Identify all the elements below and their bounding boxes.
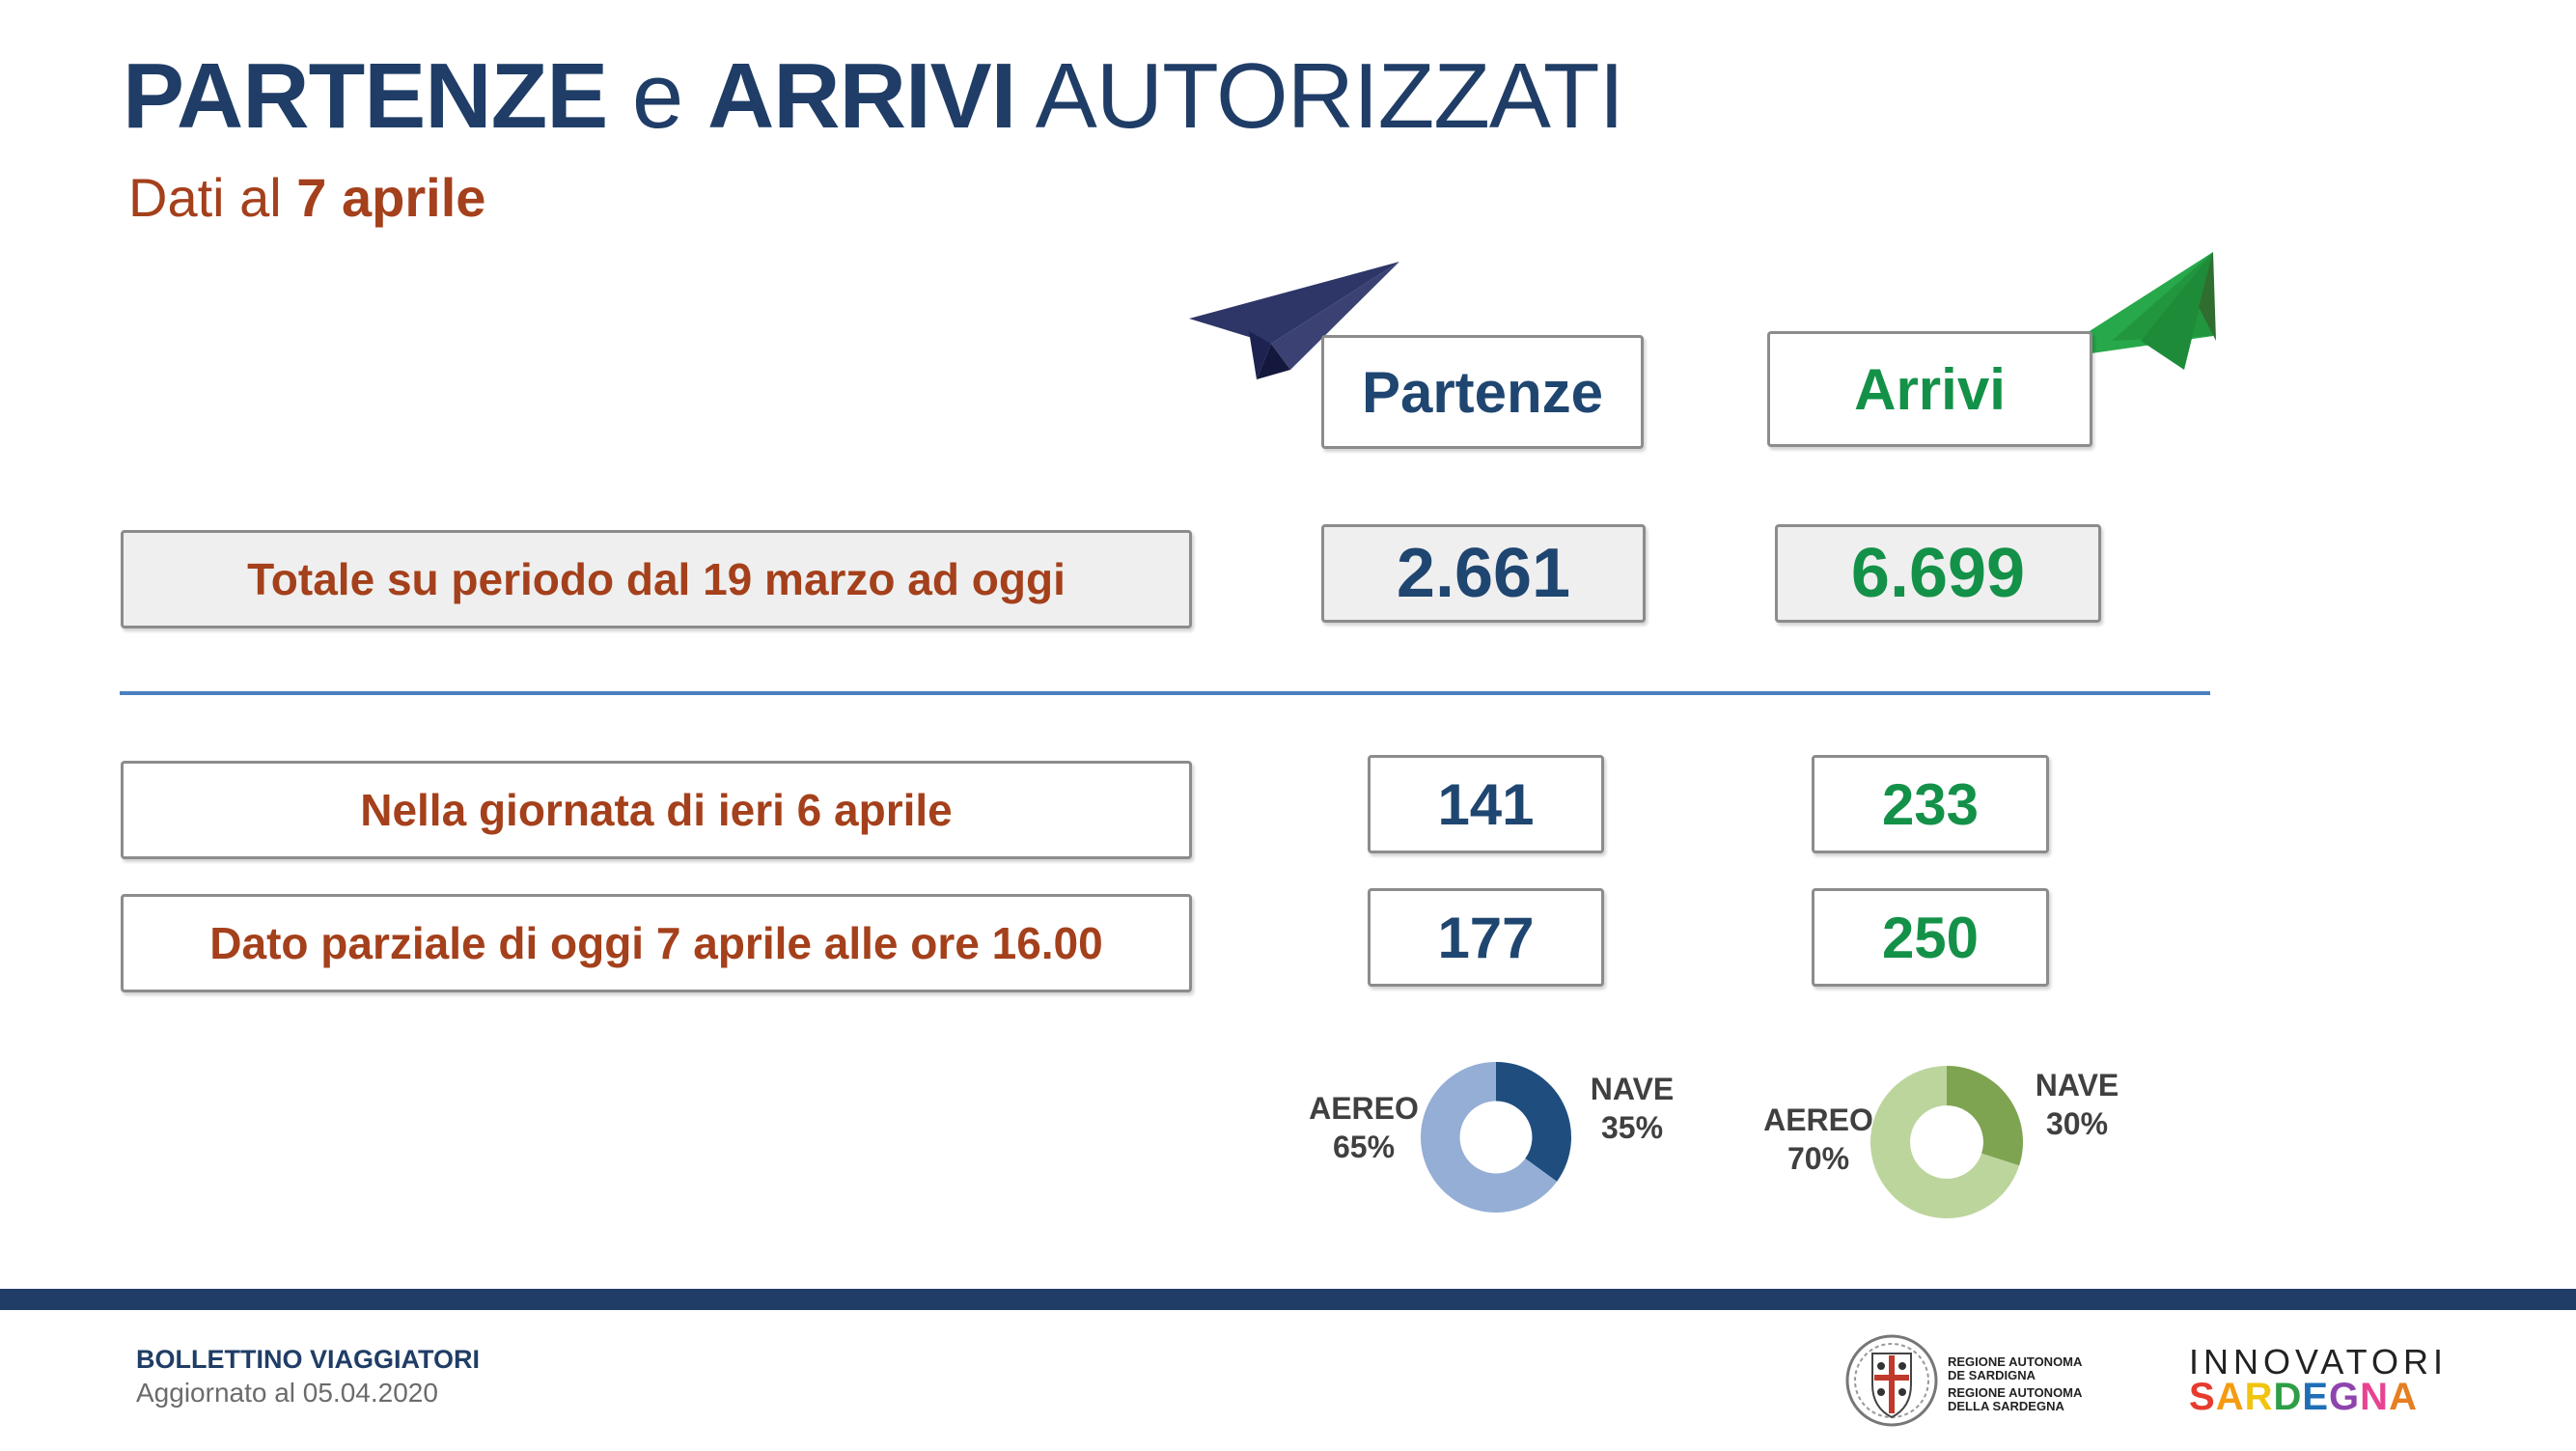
title-arrivi: ARRIVI: [706, 44, 1016, 148]
footer-bar: [0, 1289, 2576, 1310]
title-connector: e: [607, 44, 707, 148]
sardegna-letter: R: [2244, 1376, 2274, 1418]
donut-slice-nave: [1947, 1066, 2023, 1166]
donut-label-nave: NAVE 35%: [1565, 1070, 1700, 1147]
page-title: PARTENZE e ARRIVI AUTORIZZATI: [123, 50, 1624, 143]
regione-crest-icon: [1845, 1334, 1938, 1427]
paper-plane-icon: [1189, 262, 1399, 379]
sardegna-letter: N: [2360, 1376, 2390, 1418]
legend-aereo-name: AEREO: [1309, 1091, 1419, 1126]
sardegna-letter: E: [2302, 1376, 2330, 1418]
sardegna-letter: S: [2189, 1376, 2216, 1418]
value-ieri-arrivi: 233: [1812, 755, 2049, 853]
legend-nave-name: NAVE: [1590, 1072, 1675, 1106]
value-totale-partenze: 2.661: [1321, 524, 1646, 623]
sardegna-letter: A: [2389, 1376, 2418, 1418]
sardegna-letter: G: [2329, 1376, 2361, 1418]
sardegna-letter: A: [2215, 1376, 2245, 1418]
regione-text: REGIONE AUTONOMA DE SARDIGNA REGIONE AUT…: [1948, 1355, 2082, 1413]
value-totale-arrivi: 6.699: [1775, 524, 2101, 623]
footer-bollettino: BOLLETTINO VIAGGIATORI: [136, 1345, 480, 1374]
regione-line: DE SARDIGNA: [1948, 1368, 2036, 1382]
regione-line: DELLA SARDEGNA: [1948, 1399, 2064, 1413]
footer-aggiornato: Aggiornato al 05.04.2020: [136, 1378, 438, 1408]
value-ieri-partenze: 141: [1368, 755, 1604, 853]
column-header-arrivi: Arrivi: [1767, 331, 2092, 447]
donut-label-aereo: AEREO 65%: [1296, 1089, 1431, 1166]
row-label-oggi: Dato parziale di oggi 7 aprile alle ore …: [121, 894, 1192, 992]
regione-line: REGIONE AUTONOMA: [1948, 1385, 2083, 1400]
page-subtitle: Dati al 7 aprile: [128, 166, 485, 229]
regione-line: REGIONE AUTONOMA: [1948, 1354, 2083, 1369]
row-label-totale: Totale su periodo dal 19 marzo ad oggi: [121, 530, 1192, 628]
title-partenze: PARTENZE: [123, 44, 608, 148]
section-divider: [120, 691, 2210, 695]
donut-slice-nave: [1496, 1062, 1571, 1182]
legend-aereo-name: AEREO: [1763, 1102, 1873, 1137]
row-label-ieri: Nella giornata di ieri 6 aprile: [121, 761, 1192, 859]
legend-nave-value: 35%: [1600, 1110, 1664, 1145]
value-oggi-partenze: 177: [1368, 888, 1604, 987]
donut-slice-aereo: [1870, 1066, 2020, 1218]
donut-chart-partenze: [1421, 1062, 1571, 1213]
sardegna-logo-text: SARDEGNA: [2189, 1376, 2418, 1419]
legend-nave-value: 30%: [2045, 1106, 2109, 1141]
legend-aereo-value: 65%: [1332, 1130, 1396, 1164]
title-autorizzati: AUTORIZZATI: [1015, 44, 1624, 148]
sardegna-letter: D: [2273, 1376, 2303, 1418]
subtitle-prefix: Dati al: [128, 167, 297, 228]
legend-aereo-value: 70%: [1787, 1141, 1850, 1176]
innovatori-logo-text: INNOVATORI: [2189, 1342, 2449, 1381]
column-header-partenze: Partenze: [1321, 335, 1644, 449]
value-oggi-arrivi: 250: [1812, 888, 2049, 987]
donut-slice-aereo: [1421, 1062, 1558, 1213]
donut-label-aereo: AEREO 70%: [1751, 1101, 1886, 1178]
subtitle-date: 7 aprile: [296, 167, 486, 228]
legend-nave-name: NAVE: [2035, 1068, 2119, 1102]
donut-label-nave: NAVE 30%: [2009, 1066, 2145, 1143]
donut-chart-arrivi: [1870, 1066, 2023, 1218]
